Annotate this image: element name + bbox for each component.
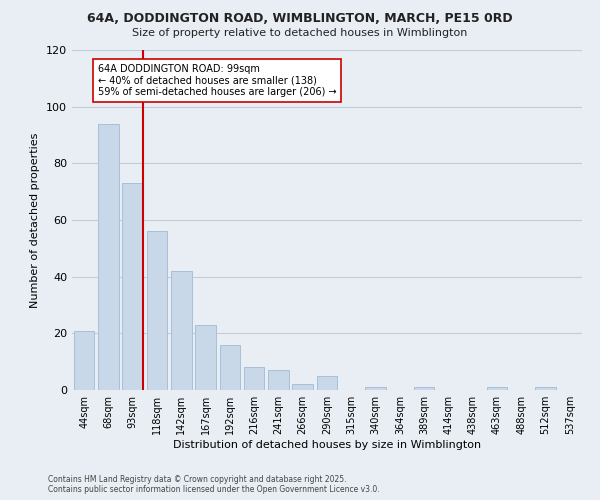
Bar [171, 271, 191, 390]
Y-axis label: Number of detached properties: Number of detached properties [31, 132, 40, 308]
Bar [98, 124, 119, 390]
Text: Size of property relative to detached houses in Wimblington: Size of property relative to detached ho… [133, 28, 467, 38]
Bar [317, 376, 337, 390]
X-axis label: Distribution of detached houses by size in Wimblington: Distribution of detached houses by size … [173, 440, 481, 450]
Bar [292, 384, 313, 390]
Bar [146, 232, 167, 390]
Bar [122, 183, 143, 390]
Text: 64A DODDINGTON ROAD: 99sqm
← 40% of detached houses are smaller (138)
59% of sem: 64A DODDINGTON ROAD: 99sqm ← 40% of deta… [97, 64, 336, 98]
Bar [365, 387, 386, 390]
Text: Contains HM Land Registry data © Crown copyright and database right 2025.: Contains HM Land Registry data © Crown c… [48, 475, 347, 484]
Bar [414, 387, 434, 390]
Text: 64A, DODDINGTON ROAD, WIMBLINGTON, MARCH, PE15 0RD: 64A, DODDINGTON ROAD, WIMBLINGTON, MARCH… [87, 12, 513, 26]
Bar [487, 387, 508, 390]
Bar [244, 368, 265, 390]
Text: Contains public sector information licensed under the Open Government Licence v3: Contains public sector information licen… [48, 485, 380, 494]
Bar [195, 325, 216, 390]
Bar [268, 370, 289, 390]
Bar [74, 330, 94, 390]
Bar [220, 344, 240, 390]
Bar [535, 387, 556, 390]
